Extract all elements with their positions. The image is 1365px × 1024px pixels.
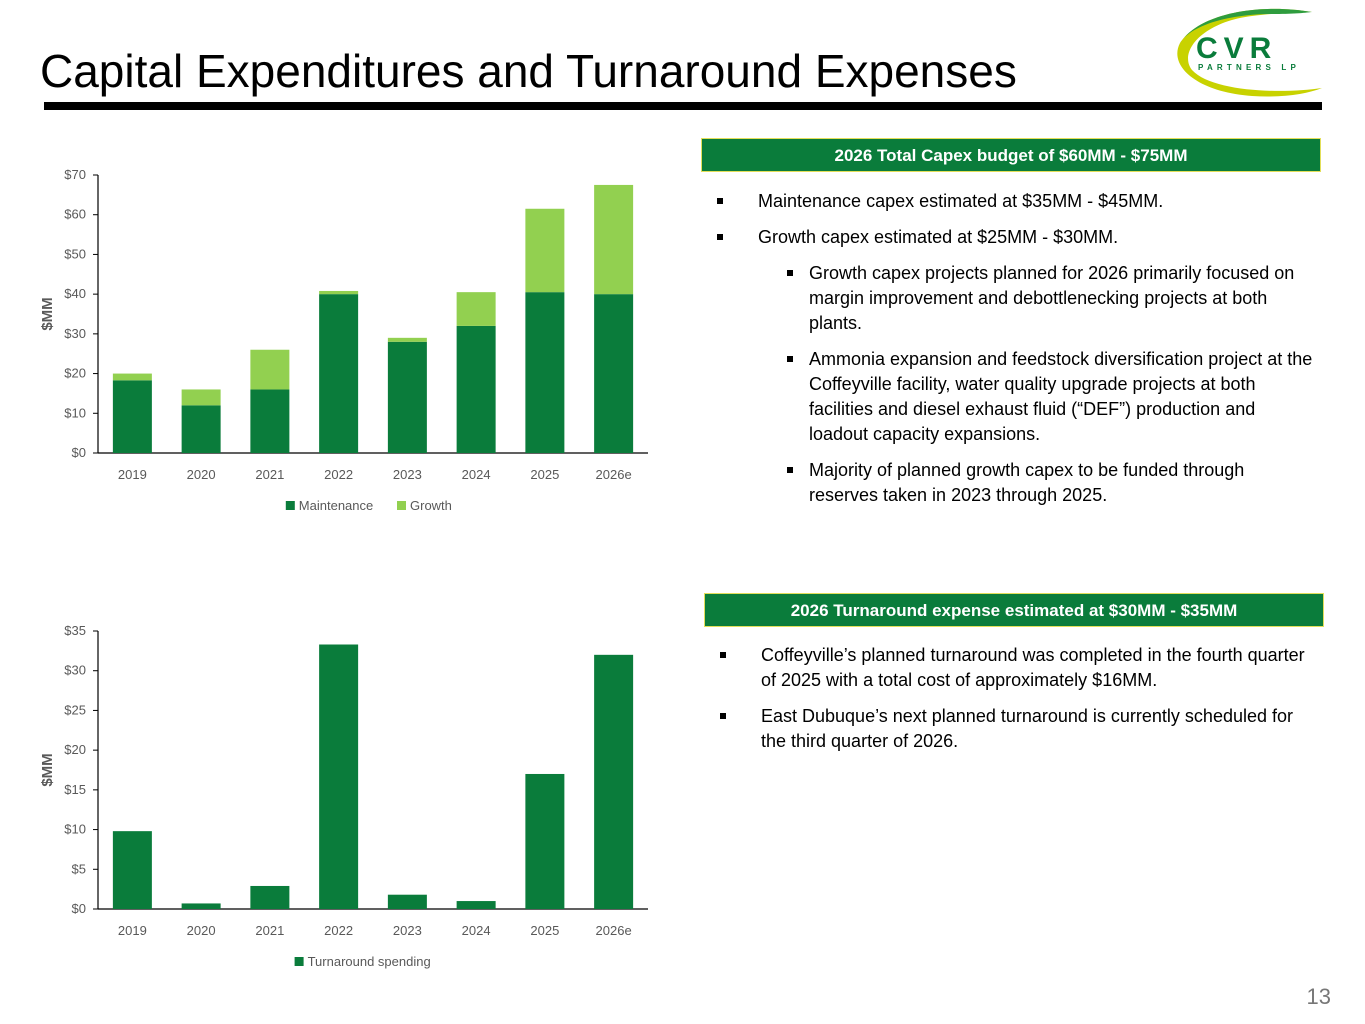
y-tick-label: $10: [64, 822, 86, 837]
y-tick-label: $0: [72, 901, 86, 916]
y-tick-label: $50: [64, 246, 86, 261]
bar-maintenance: [387, 341, 427, 453]
y-tick-label: $35: [64, 623, 86, 638]
legend-label: Maintenance: [299, 498, 373, 513]
bullet-item: Majority of planned growth capex to be f…: [701, 458, 1316, 508]
x-tick-label: 2019: [118, 467, 147, 482]
bar-growth: [112, 373, 152, 381]
bar-growth: [594, 184, 634, 295]
y-tick-label: $70: [64, 167, 86, 182]
y-tick-label: $20: [64, 742, 86, 757]
y-tick-label: $60: [64, 207, 86, 222]
bar-maintenance: [250, 389, 290, 453]
bar-maintenance: [319, 294, 359, 453]
x-tick-label: 2025: [530, 923, 559, 938]
bullet-item: Ammonia expansion and feedstock diversif…: [701, 347, 1316, 447]
bar-turnaround-spending: [594, 654, 634, 909]
legend-label: Growth: [410, 498, 452, 513]
y-tick-label: $40: [64, 286, 86, 301]
bar-growth: [456, 292, 496, 326]
bar-turnaround-spending: [387, 894, 427, 909]
x-tick-label: 2021: [255, 923, 284, 938]
y-tick-label: $0: [72, 445, 86, 460]
turnaround-chart: $0 $5 $10 $15 $20 $25 $30 $35 $MM 2019 2020 2021 202…: [39, 623, 648, 969]
x-tick-label: 2024: [462, 923, 491, 938]
x-tick-label: 2019: [118, 923, 147, 938]
bar-growth: [387, 337, 427, 342]
bullet-item: East Dubuque’s next planned turnaround i…: [704, 704, 1314, 754]
bar-maintenance: [594, 294, 634, 453]
y-tick-label: $25: [64, 702, 86, 717]
y-axis-label: $MM: [39, 297, 56, 330]
capex-chart: $0 $10 $20 $30 $40 $50 $60 $70 $MM 2019 2020 2021 20…: [39, 167, 648, 513]
bullet-item: Maintenance capex estimated at $35MM - $…: [701, 189, 1316, 214]
legend-swatch: [285, 501, 295, 510]
turnaround-bullet-list: Coffeyville’s planned turnaround was com…: [704, 643, 1314, 765]
bar-turnaround-spending: [525, 773, 565, 909]
x-tick-label: 2026e: [596, 923, 632, 938]
legend-swatch: [294, 957, 304, 966]
bar-turnaround-spending: [181, 903, 221, 909]
legend-swatch: [397, 501, 406, 510]
x-tick-label: 2025: [530, 467, 559, 482]
page-title: Capital Expenditures and Turnaround Expe…: [40, 45, 1017, 97]
y-axis-label: $MM: [39, 753, 56, 786]
x-tick-label: 2020: [187, 467, 216, 482]
page-number: 13: [1306, 984, 1331, 1009]
cvr-partners-logo: CVR PARTNERS LP: [1177, 8, 1322, 97]
y-tick-label: $10: [64, 405, 86, 420]
bar-turnaround-spending: [456, 901, 496, 909]
bullet-item: Growth capex estimated at $25MM - $30MM.: [701, 225, 1316, 250]
bar-growth: [181, 389, 221, 406]
x-tick-label: 2023: [393, 923, 422, 938]
x-tick-label: 2022: [324, 467, 353, 482]
x-tick-label: 2022: [324, 923, 353, 938]
bar-growth: [250, 349, 290, 390]
y-tick-label: $30: [64, 663, 86, 678]
bar-maintenance: [525, 292, 565, 453]
y-tick-label: $15: [64, 782, 86, 797]
bar-turnaround-spending: [250, 885, 290, 909]
y-tick-label: $20: [64, 366, 86, 381]
y-tick-label: $5: [72, 861, 86, 876]
title-divider: [44, 102, 1322, 110]
bar-growth: [319, 290, 359, 295]
x-tick-label: 2020: [187, 923, 216, 938]
bar-turnaround-spending: [319, 644, 359, 909]
x-tick-label: 2021: [255, 467, 284, 482]
bar-maintenance: [456, 325, 496, 453]
bar-turnaround-spending: [112, 831, 152, 909]
bar-maintenance: [181, 405, 221, 453]
x-tick-label: 2023: [393, 467, 422, 482]
bullet-item: Coffeyville’s planned turnaround was com…: [704, 643, 1314, 693]
capex-bullet-list: Maintenance capex estimated at $35MM - $…: [701, 189, 1316, 519]
bar-maintenance: [112, 380, 152, 453]
bar-growth: [525, 208, 565, 293]
y-tick-label: $30: [64, 326, 86, 341]
turnaround-banner: 2026 Turnaround expense estimated at $30…: [704, 593, 1324, 627]
bullet-item: Growth capex projects planned for 2026 p…: [701, 261, 1316, 336]
x-tick-label: 2024: [462, 467, 491, 482]
legend-label: Turnaround spending: [308, 954, 431, 969]
capex-budget-banner: 2026 Total Capex budget of $60MM - $75MM: [701, 138, 1321, 172]
svg-text:PARTNERS LP: PARTNERS LP: [1198, 63, 1300, 72]
x-tick-label: 2026e: [596, 467, 632, 482]
svg-text:CVR: CVR: [1196, 32, 1277, 65]
